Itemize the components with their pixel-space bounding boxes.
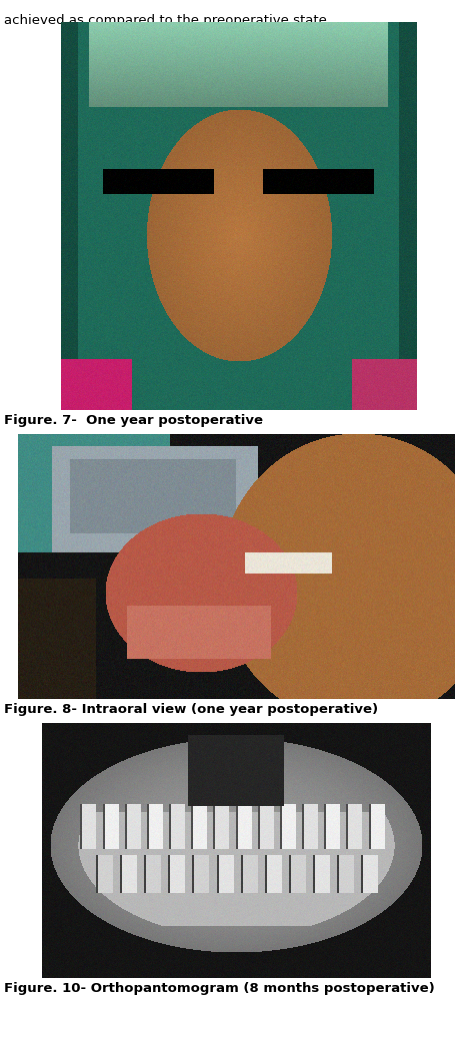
Text: achieved as compared to the preoperative state.: achieved as compared to the preoperative… — [4, 14, 331, 28]
Text: Figure. 7-  One year postoperative: Figure. 7- One year postoperative — [4, 414, 263, 427]
Text: Figure. 10- Orthopantomogram (8 months postoperative): Figure. 10- Orthopantomogram (8 months p… — [4, 982, 435, 995]
Text: Figure. 8- Intraoral view (one year postoperative): Figure. 8- Intraoral view (one year post… — [4, 703, 378, 716]
